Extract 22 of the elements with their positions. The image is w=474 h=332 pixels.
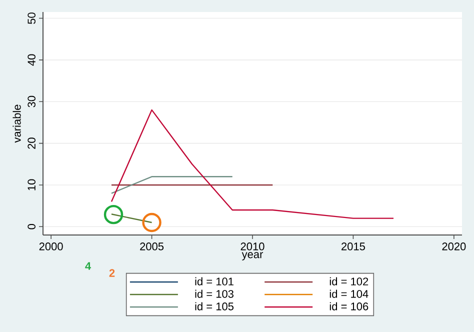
legend-label: id = 104 bbox=[330, 290, 368, 298]
legend-label: id = 106 bbox=[330, 302, 368, 310]
legend-label: id = 103 bbox=[195, 290, 234, 298]
y-tick-label: 50 bbox=[28, 12, 36, 24]
text: 2 bbox=[109, 269, 115, 277]
y-tick-label: 0 bbox=[28, 224, 36, 230]
x-tick-label: 2000 bbox=[39, 242, 63, 250]
x-tick-label: 2020 bbox=[442, 242, 466, 250]
y-tick-label: 20 bbox=[28, 138, 36, 149]
y-tick-label: 40 bbox=[28, 54, 36, 66]
x-axis-title: year bbox=[242, 252, 264, 260]
x-tick-label: 2010 bbox=[240, 242, 264, 250]
legend-label: id = 101 bbox=[195, 277, 234, 286]
x-tick-label: 2005 bbox=[140, 242, 164, 250]
x-tick-label: 2015 bbox=[342, 242, 365, 250]
legend-label: id = 105 bbox=[195, 302, 234, 310]
y-tick-label: 30 bbox=[28, 96, 36, 108]
text: 4 bbox=[85, 262, 92, 270]
y-axis-title: variable bbox=[12, 104, 21, 143]
y-tick-label: 10 bbox=[28, 179, 36, 190]
legend-label: id = 102 bbox=[330, 277, 368, 286]
line-series bbox=[110, 109, 394, 219]
